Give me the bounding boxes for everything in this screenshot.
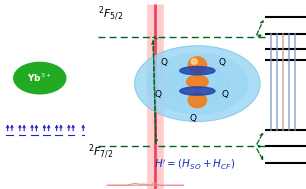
Text: $^2F_{7/2}$: $^2F_{7/2}$	[88, 143, 114, 161]
Ellipse shape	[191, 59, 197, 64]
Ellipse shape	[180, 87, 215, 95]
Text: $H' = (H_{SO} + H_{CF})$: $H' = (H_{SO} + H_{CF})$	[154, 157, 235, 171]
Ellipse shape	[180, 67, 215, 75]
Ellipse shape	[187, 75, 208, 88]
Circle shape	[14, 62, 66, 94]
Ellipse shape	[188, 93, 207, 108]
Text: Q: Q	[218, 58, 225, 67]
Circle shape	[135, 46, 260, 122]
Circle shape	[166, 65, 229, 103]
Ellipse shape	[188, 57, 207, 74]
Text: Yb$^{3+}$: Yb$^{3+}$	[27, 72, 52, 84]
Circle shape	[135, 46, 260, 122]
Text: $^2F_{5/2}$: $^2F_{5/2}$	[98, 4, 123, 23]
Text: Q: Q	[222, 90, 228, 99]
Text: Q: Q	[154, 90, 161, 99]
Text: Q: Q	[189, 114, 196, 123]
Circle shape	[147, 53, 248, 114]
Text: Q: Q	[160, 58, 167, 67]
